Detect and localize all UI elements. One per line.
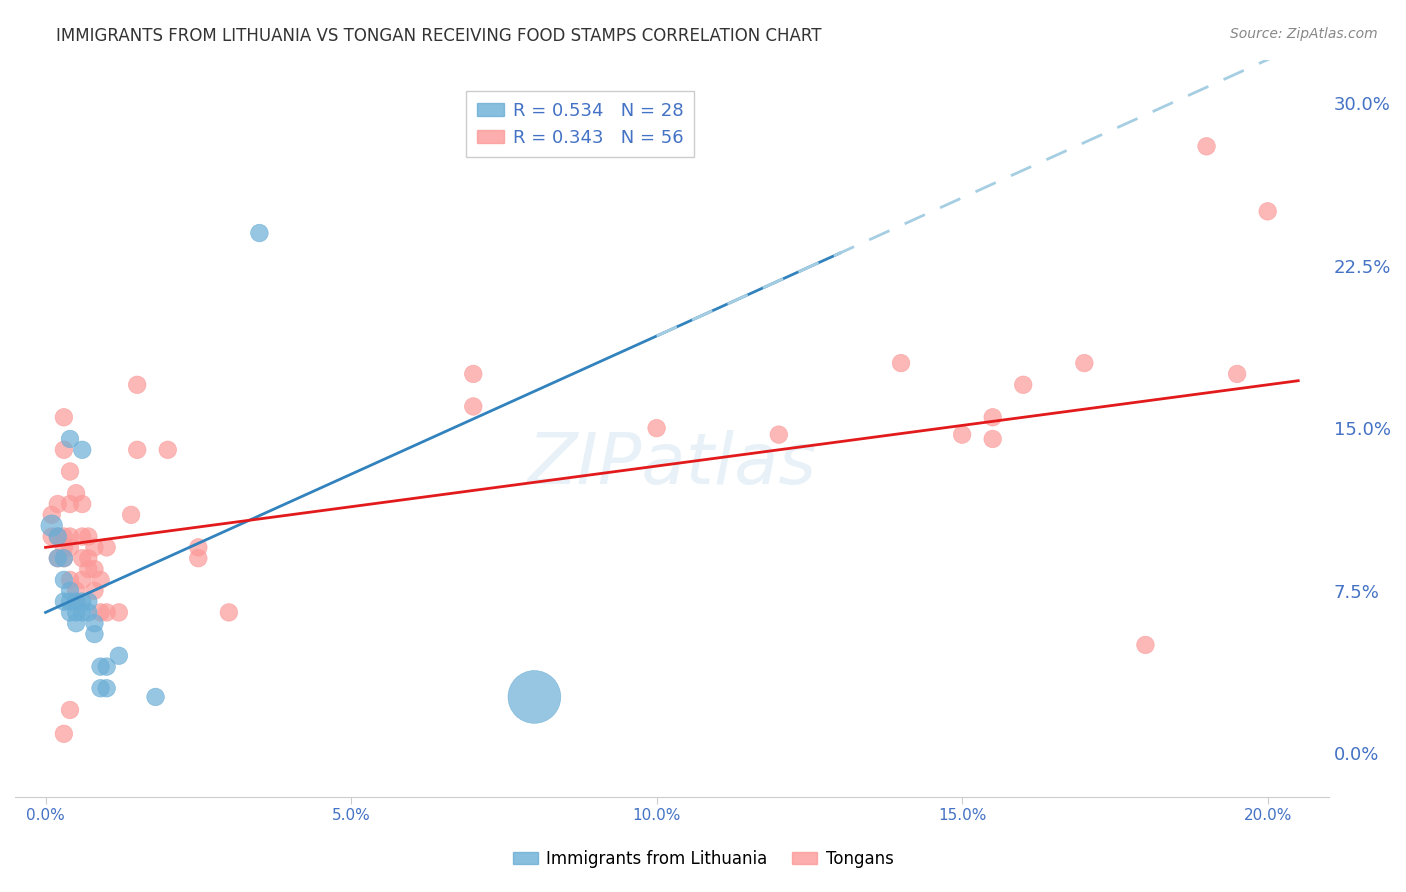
Point [65, 606, 87, 620]
Point [83, 541, 105, 555]
Point [77, 529, 100, 543]
Point [46, 551, 69, 566]
Point [768, 427, 790, 442]
Point [77, 551, 100, 566]
Point [890, 356, 912, 370]
Point [52, 541, 75, 555]
Point [59, 465, 82, 479]
Point [145, 690, 167, 704]
Point [65, 583, 87, 598]
Point [127, 377, 149, 392]
Point [59, 432, 82, 446]
Text: IMMIGRANTS FROM LITHUANIA VS TONGAN RECEIVING FOOD STAMPS CORRELATION CHART: IMMIGRANTS FROM LITHUANIA VS TONGAN RECE… [56, 27, 821, 45]
Point [46, 551, 69, 566]
Point [70, 442, 93, 457]
Legend: R = 0.534   N = 28, R = 0.343   N = 56: R = 0.534 N = 28, R = 0.343 N = 56 [465, 91, 695, 157]
Point [52, 551, 75, 566]
Point [46, 529, 69, 543]
Point [187, 551, 209, 566]
Point [59, 703, 82, 717]
Point [83, 616, 105, 631]
Point [41, 508, 63, 522]
Point [108, 606, 131, 620]
Point [90, 573, 112, 587]
Point [1226, 367, 1249, 381]
Point [59, 541, 82, 555]
Point [70, 529, 93, 543]
Point [70, 551, 93, 566]
Point [77, 606, 100, 620]
Point [90, 606, 112, 620]
Point [59, 606, 82, 620]
Point [645, 421, 668, 435]
Text: ZIPatlas: ZIPatlas [527, 431, 817, 500]
Point [83, 583, 105, 598]
Point [70, 497, 93, 511]
Point [156, 442, 179, 457]
Point [83, 627, 105, 641]
Point [981, 410, 1004, 425]
Point [59, 573, 82, 587]
Point [52, 529, 75, 543]
Point [52, 573, 75, 587]
Point [52, 727, 75, 741]
Point [70, 573, 93, 587]
Point [96, 541, 118, 555]
Point [187, 541, 209, 555]
Point [65, 486, 87, 500]
Point [463, 367, 485, 381]
Point [52, 551, 75, 566]
Point [59, 497, 82, 511]
Point [59, 583, 82, 598]
Point [41, 529, 63, 543]
Point [59, 594, 82, 608]
Point [108, 648, 131, 663]
Point [1073, 356, 1095, 370]
Point [90, 681, 112, 696]
Point [46, 497, 69, 511]
Point [70, 606, 93, 620]
Point [41, 518, 63, 533]
Text: Source: ZipAtlas.com: Source: ZipAtlas.com [1230, 27, 1378, 41]
Point [249, 226, 271, 240]
Point [120, 508, 142, 522]
Point [59, 529, 82, 543]
Legend: Immigrants from Lithuania, Tongans: Immigrants from Lithuania, Tongans [506, 844, 900, 875]
Point [523, 690, 546, 704]
Point [65, 594, 87, 608]
Point [52, 594, 75, 608]
Point [83, 562, 105, 576]
Point [52, 410, 75, 425]
Point [96, 681, 118, 696]
Point [46, 529, 69, 543]
Point [1195, 139, 1218, 153]
Point [65, 616, 87, 631]
Point [1012, 377, 1035, 392]
Point [90, 659, 112, 673]
Point [1257, 204, 1279, 219]
Point [950, 427, 973, 442]
Point [463, 400, 485, 414]
Point [70, 594, 93, 608]
Point [127, 442, 149, 457]
Point [96, 606, 118, 620]
Point [96, 659, 118, 673]
Point [1135, 638, 1157, 652]
Point [77, 562, 100, 576]
Point [65, 594, 87, 608]
Point [77, 594, 100, 608]
Point [52, 442, 75, 457]
Point [981, 432, 1004, 446]
Point [218, 606, 240, 620]
